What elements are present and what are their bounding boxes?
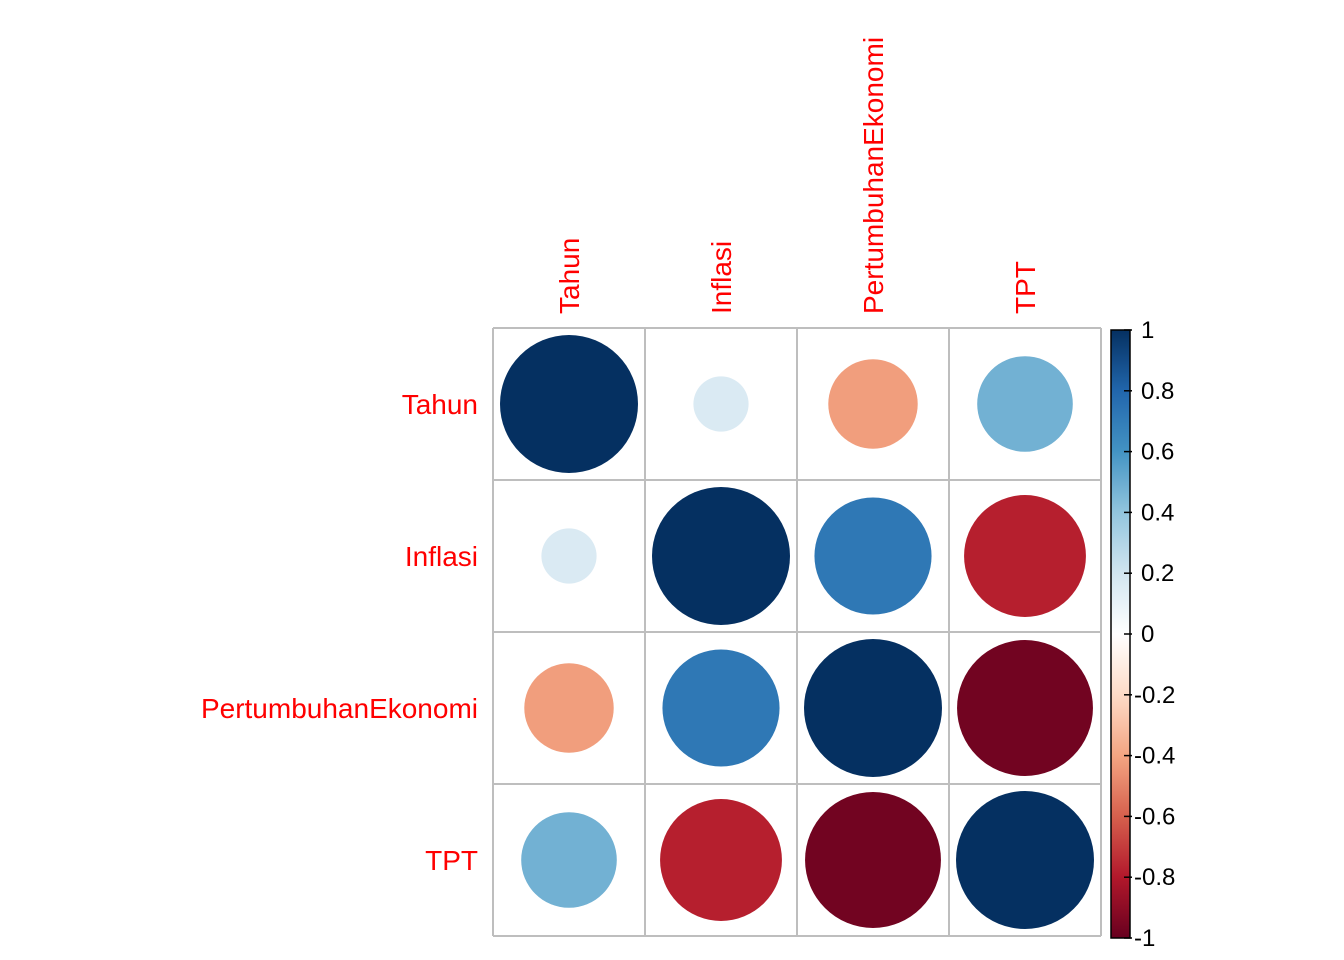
- corr-circle-tahun-tahun: [500, 335, 638, 473]
- corr-circle-pertumbuhanekonomi-tpt: [957, 640, 1093, 776]
- corr-circle-pertumbuhanekonomi-pertumbuhanekonomi: [804, 639, 942, 777]
- row-label-pertumbuhanekonomi: PertumbuhanEkonomi: [201, 693, 478, 724]
- colorbar-tick-label: 0: [1141, 621, 1154, 648]
- corr-circle-tpt-tahun: [521, 812, 617, 908]
- colorbar-tick-label: 0.8: [1141, 378, 1174, 405]
- colorbar-tick-label: -0.2: [1134, 682, 1175, 709]
- colorbar-tick-label: -0.8: [1134, 864, 1175, 891]
- row-label-tahun: Tahun: [402, 389, 478, 420]
- column-label-tahun: Tahun: [554, 238, 585, 314]
- colorbar-tick-label: -1: [1134, 925, 1155, 952]
- colorbar-tick-label: 0.4: [1141, 499, 1174, 526]
- corr-circle-tpt-pertumbuhanekonomi: [805, 792, 941, 928]
- correlation-circles: [500, 335, 1094, 929]
- colorbar-tick-label: -0.6: [1134, 803, 1175, 830]
- row-labels: Tahun Inflasi PertumbuhanEkonomi TPT: [201, 389, 478, 876]
- corr-circle-tahun-inflasi: [693, 376, 749, 432]
- colorbar-tick-label: 1: [1141, 317, 1154, 344]
- corr-circle-tahun-pertumbuhanekonomi: [828, 359, 918, 449]
- corr-circle-tahun-tpt: [977, 356, 1073, 452]
- corr-circle-pertumbuhanekonomi-tahun: [524, 663, 614, 753]
- corr-circle-tpt-tpt: [956, 791, 1094, 929]
- colorbar-tick-label: -0.4: [1134, 743, 1175, 770]
- row-label-tpt: TPT: [425, 845, 478, 876]
- row-label-inflasi: Inflasi: [405, 541, 478, 572]
- corr-circle-pertumbuhanekonomi-inflasi: [662, 649, 780, 767]
- corr-circle-inflasi-tahun: [541, 528, 597, 584]
- corr-circle-inflasi-inflasi: [652, 487, 790, 625]
- matrix-grid: [492, 327, 1102, 937]
- column-label-tpt: TPT: [1010, 261, 1041, 314]
- corr-circle-inflasi-tpt: [964, 495, 1086, 617]
- column-label-inflasi: Inflasi: [706, 241, 737, 314]
- corr-circle-tpt-inflasi: [660, 799, 782, 921]
- column-label-pertumbuhanekonomi: PertumbuhanEkonomi: [858, 37, 889, 314]
- color-legend: 1 0.8 0.6 0.4 0.2 0 -0.2 -0.4 -0.6 -0.8 -1: [1110, 317, 1175, 952]
- corr-circle-inflasi-pertumbuhanekonomi: [814, 497, 932, 615]
- column-labels: Tahun Inflasi PertumbuhanEkonomi TPT: [554, 37, 1041, 314]
- colorbar-tick-label: 0.6: [1141, 439, 1174, 466]
- colorbar-tick-label: 0.2: [1141, 560, 1174, 587]
